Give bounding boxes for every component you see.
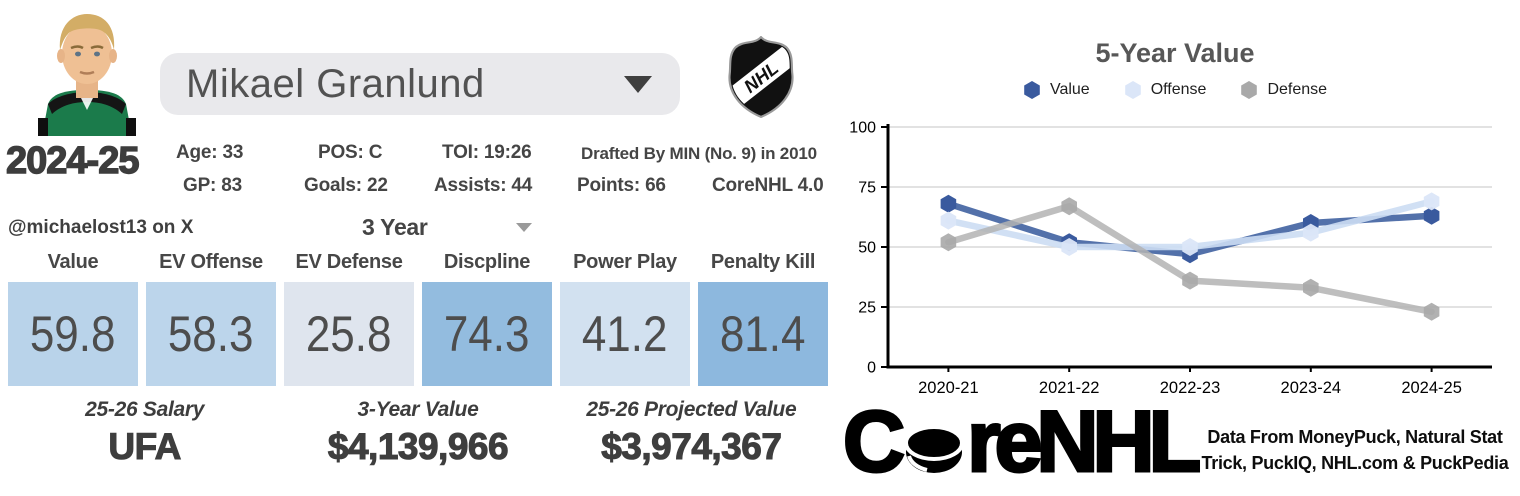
caret-down-icon: [515, 222, 532, 232]
stat-column-header: Value: [47, 251, 99, 273]
stat-cell-discipline: 74.3: [422, 282, 552, 386]
stat-cell-power-play: 41.2: [560, 282, 690, 386]
stat-number: 25.8: [306, 306, 392, 362]
stat-cell-penalty-kill: 81.4: [698, 282, 828, 386]
bio-games-played: GP: 83: [183, 175, 242, 196]
player-headshot: [22, 6, 152, 136]
bio-points: Points: 66: [577, 175, 666, 196]
summary-row: 25-26 Salary UFA 3-Year Value $4,139,966…: [8, 398, 828, 468]
svg-text:2020-21: 2020-21: [918, 379, 979, 397]
period-select[interactable]: 3 Year: [362, 211, 552, 243]
credit-line: Trick, PuckIQ, NHL.com & PuckPedia: [1201, 453, 1509, 474]
season-label: 2024-25: [5, 139, 140, 182]
summary-label: 25-26 Salary: [85, 398, 205, 421]
corenhl-logo: C reNHL: [841, 394, 1203, 490]
summary-label: 25-26 Projected Value: [586, 398, 797, 421]
credit-line: Data From MoneyPuck, Natural Stat: [1207, 427, 1503, 447]
svg-text:50: 50: [858, 240, 876, 257]
bio-drafted: Drafted By MIN (No. 9) in 2010: [581, 144, 817, 163]
svg-text:2021-22: 2021-22: [1039, 379, 1100, 397]
stat-column-header: EV Offense: [159, 251, 263, 273]
stat-number: 59.8: [30, 306, 116, 362]
svg-text:75: 75: [858, 180, 876, 197]
player-name-value: Mikael Granlund: [186, 61, 485, 106]
social-handle: @michaelost13 on X: [8, 217, 194, 238]
svg-text:2022-23: 2022-23: [1160, 379, 1221, 397]
svg-text:100: 100: [849, 120, 876, 137]
data-credit: Data From MoneyPuck, Natural Stat Trick,…: [1185, 424, 1520, 476]
legend-item-value[interactable]: Value: [1023, 80, 1090, 100]
summary-value: $3,974,367: [601, 425, 783, 467]
legend-label: Defense: [1267, 81, 1328, 98]
svg-text:2023-24: 2023-24: [1281, 379, 1342, 397]
stat-column-header: Discpline: [443, 251, 531, 273]
summary-salary: 25-26 Salary UFA: [8, 398, 281, 468]
stat-cell-ev-defense: 25.8: [284, 282, 414, 386]
bio-age: Age: 33: [176, 142, 244, 163]
bio-toi: TOI: 19:26: [442, 142, 532, 163]
chevron-down-icon: [624, 75, 652, 93]
stat-column-header: Penalty Kill: [710, 251, 816, 273]
svg-text:25: 25: [858, 300, 876, 317]
chart-legend: Value Offense Defense: [845, 80, 1505, 100]
bio-position: POS: C: [318, 142, 383, 163]
legend-item-defense[interactable]: Defense: [1240, 80, 1327, 100]
stat-number: 58.3: [168, 306, 254, 362]
bio-model-version: CoreNHL 4.0: [712, 175, 824, 196]
summary-value: UFA: [108, 425, 182, 467]
summary-three-year-value: 3-Year Value $4,139,966: [281, 398, 554, 468]
period-select-value: 3 Year: [362, 213, 428, 240]
player-name-select[interactable]: Mikael Granlund: [160, 53, 680, 115]
nhl-shield-logo: NHL: [728, 36, 794, 118]
hexagon-marker-icon: [1124, 81, 1141, 99]
logo-text-prefix: C: [841, 394, 906, 490]
chart-title: 5-Year Value: [1095, 38, 1255, 68]
svg-text:2024-25: 2024-25: [1401, 379, 1462, 397]
hexagon-marker-icon: [1024, 81, 1040, 99]
logo-text-suffix: reNHL: [966, 394, 1203, 490]
legend-item-offense[interactable]: Offense: [1124, 80, 1207, 100]
bio-goals: Goals: 22: [304, 175, 388, 196]
stat-number: 74.3: [444, 306, 530, 362]
legend-label: Offense: [1150, 81, 1207, 98]
stat-column-header: EV Defense: [295, 251, 403, 273]
svg-text:0: 0: [867, 360, 876, 377]
stat-cell-ev-offense: 58.3: [146, 282, 276, 386]
puck-icon: [904, 424, 965, 473]
stat-column-header: Power Play: [573, 251, 677, 273]
bio-assists: Assists: 44: [434, 175, 533, 196]
summary-value: $4,139,966: [327, 425, 509, 467]
stat-number: 81.4: [720, 306, 806, 362]
summary-projected-value: 25-26 Projected Value $3,974,367: [555, 398, 828, 468]
stat-number: 41.2: [582, 306, 668, 362]
five-year-value-chart: 0 25 50 75 100 2020-21 2021-22 2022-23 2023-24 20…: [849, 120, 1492, 397]
stat-cell-value: 59.8: [8, 282, 138, 386]
legend-label: Value: [1049, 81, 1090, 98]
summary-label: 3-Year Value: [357, 398, 479, 421]
hexagon-marker-icon: [1241, 81, 1258, 99]
stat-table: Value EV Offense EV Defense Discpline Po…: [8, 251, 828, 386]
